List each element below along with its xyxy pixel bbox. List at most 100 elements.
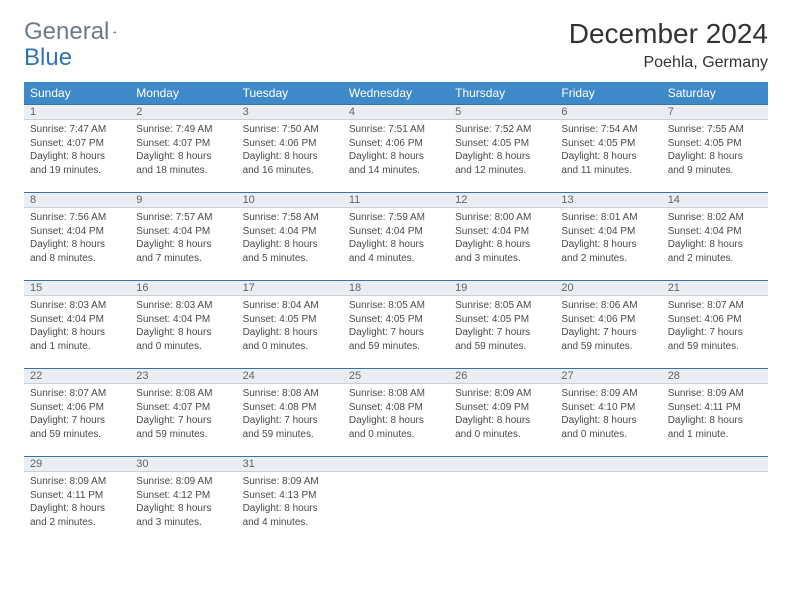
calendar-week-row: 15Sunrise: 8:03 AMSunset: 4:04 PMDayligh… [24, 280, 768, 368]
sunrise-text: Sunrise: 8:01 AM [561, 211, 655, 225]
sunrise-text: Sunrise: 8:07 AM [30, 387, 124, 401]
sunset-text: Sunset: 4:04 PM [455, 225, 549, 239]
daylight-text-1: Daylight: 7 hours [668, 326, 762, 340]
daylight-text-1: Daylight: 8 hours [136, 502, 230, 516]
calendar-cell: 14Sunrise: 8:02 AMSunset: 4:04 PMDayligh… [662, 192, 768, 280]
sunrise-text: Sunrise: 8:08 AM [349, 387, 443, 401]
calendar-cell: 19Sunrise: 8:05 AMSunset: 4:05 PMDayligh… [449, 280, 555, 368]
daylight-text-1: Daylight: 8 hours [30, 238, 124, 252]
calendar-cell: 1Sunrise: 7:47 AMSunset: 4:07 PMDaylight… [24, 104, 130, 192]
day-number: 25 [343, 368, 449, 384]
day-number: 6 [555, 104, 661, 120]
logo-word2: Blue [24, 44, 72, 71]
calendar-cell: 26Sunrise: 8:09 AMSunset: 4:09 PMDayligh… [449, 368, 555, 456]
day-details: Sunrise: 8:05 AMSunset: 4:05 PMDaylight:… [343, 296, 449, 355]
daylight-text-1: Daylight: 8 hours [668, 238, 762, 252]
day-details: Sunrise: 8:08 AMSunset: 4:07 PMDaylight:… [130, 384, 236, 443]
daylight-text-2: and 0 minutes. [243, 340, 337, 354]
sunset-text: Sunset: 4:11 PM [30, 489, 124, 503]
daylight-text-2: and 59 minutes. [136, 428, 230, 442]
day-details: Sunrise: 8:05 AMSunset: 4:05 PMDaylight:… [449, 296, 555, 355]
daylight-text-1: Daylight: 8 hours [136, 150, 230, 164]
day-number: 31 [237, 456, 343, 472]
sunrise-text: Sunrise: 8:07 AM [668, 299, 762, 313]
daylight-text-1: Daylight: 7 hours [136, 414, 230, 428]
daylight-text-1: Daylight: 8 hours [30, 502, 124, 516]
logo-word1: General [24, 18, 109, 46]
calendar-body: 1Sunrise: 7:47 AMSunset: 4:07 PMDaylight… [24, 104, 768, 544]
daylight-text-2: and 16 minutes. [243, 164, 337, 178]
calendar-cell: 29Sunrise: 8:09 AMSunset: 4:11 PMDayligh… [24, 456, 130, 544]
sunset-text: Sunset: 4:05 PM [243, 313, 337, 327]
day-number: 12 [449, 192, 555, 208]
daylight-text-1: Daylight: 7 hours [455, 326, 549, 340]
calendar-cell: 30Sunrise: 8:09 AMSunset: 4:12 PMDayligh… [130, 456, 236, 544]
day-details: Sunrise: 8:03 AMSunset: 4:04 PMDaylight:… [130, 296, 236, 355]
sunrise-text: Sunrise: 8:09 AM [136, 475, 230, 489]
daylight-text-1: Daylight: 8 hours [243, 150, 337, 164]
daylight-text-1: Daylight: 8 hours [243, 326, 337, 340]
weekday-header: Friday [555, 82, 661, 104]
calendar-cell: . [343, 456, 449, 544]
sunrise-text: Sunrise: 7:57 AM [136, 211, 230, 225]
day-details: Sunrise: 8:04 AMSunset: 4:05 PMDaylight:… [237, 296, 343, 355]
day-number: 13 [555, 192, 661, 208]
sunset-text: Sunset: 4:04 PM [561, 225, 655, 239]
daylight-text-1: Daylight: 8 hours [136, 238, 230, 252]
daylight-text-2: and 12 minutes. [455, 164, 549, 178]
page-title: December 2024 [569, 18, 768, 50]
day-details: Sunrise: 7:56 AMSunset: 4:04 PMDaylight:… [24, 208, 130, 267]
location: Poehla, Germany [569, 54, 768, 72]
calendar-cell: 12Sunrise: 8:00 AMSunset: 4:04 PMDayligh… [449, 192, 555, 280]
sunset-text: Sunset: 4:09 PM [455, 401, 549, 415]
calendar-week-row: 22Sunrise: 8:07 AMSunset: 4:06 PMDayligh… [24, 368, 768, 456]
logo: General [24, 18, 137, 46]
sunset-text: Sunset: 4:07 PM [136, 137, 230, 151]
sunrise-text: Sunrise: 8:03 AM [136, 299, 230, 313]
sunset-text: Sunset: 4:04 PM [30, 313, 124, 327]
daylight-text-2: and 0 minutes. [455, 428, 549, 442]
day-details: Sunrise: 7:58 AMSunset: 4:04 PMDaylight:… [237, 208, 343, 267]
daylight-text-2: and 0 minutes. [136, 340, 230, 354]
day-details: Sunrise: 7:52 AMSunset: 4:05 PMDaylight:… [449, 120, 555, 179]
sunrise-text: Sunrise: 7:59 AM [349, 211, 443, 225]
sunrise-text: Sunrise: 8:09 AM [243, 475, 337, 489]
daylight-text-2: and 14 minutes. [349, 164, 443, 178]
calendar-cell: 6Sunrise: 7:54 AMSunset: 4:05 PMDaylight… [555, 104, 661, 192]
sunrise-text: Sunrise: 7:51 AM [349, 123, 443, 137]
daylight-text-1: Daylight: 8 hours [455, 150, 549, 164]
day-number: . [343, 456, 449, 472]
daylight-text-1: Daylight: 7 hours [30, 414, 124, 428]
sunset-text: Sunset: 4:04 PM [349, 225, 443, 239]
calendar-cell: 5Sunrise: 7:52 AMSunset: 4:05 PMDaylight… [449, 104, 555, 192]
day-details: Sunrise: 8:09 AMSunset: 4:09 PMDaylight:… [449, 384, 555, 443]
daylight-text-2: and 9 minutes. [668, 164, 762, 178]
sunrise-text: Sunrise: 7:54 AM [561, 123, 655, 137]
calendar-cell: 2Sunrise: 7:49 AMSunset: 4:07 PMDaylight… [130, 104, 236, 192]
day-number: 27 [555, 368, 661, 384]
sunset-text: Sunset: 4:07 PM [136, 401, 230, 415]
day-details: Sunrise: 7:51 AMSunset: 4:06 PMDaylight:… [343, 120, 449, 179]
day-number: 10 [237, 192, 343, 208]
daylight-text-1: Daylight: 8 hours [455, 414, 549, 428]
sunset-text: Sunset: 4:12 PM [136, 489, 230, 503]
calendar-cell: 31Sunrise: 8:09 AMSunset: 4:13 PMDayligh… [237, 456, 343, 544]
daylight-text-1: Daylight: 8 hours [561, 150, 655, 164]
day-details: Sunrise: 8:09 AMSunset: 4:13 PMDaylight:… [237, 472, 343, 531]
daylight-text-2: and 59 minutes. [349, 340, 443, 354]
calendar-cell: . [662, 456, 768, 544]
day-number: 15 [24, 280, 130, 296]
day-number: 26 [449, 368, 555, 384]
day-details: Sunrise: 7:55 AMSunset: 4:05 PMDaylight:… [662, 120, 768, 179]
sunrise-text: Sunrise: 7:52 AM [455, 123, 549, 137]
daylight-text-1: Daylight: 8 hours [136, 326, 230, 340]
day-details: Sunrise: 8:09 AMSunset: 4:11 PMDaylight:… [24, 472, 130, 531]
day-number: 16 [130, 280, 236, 296]
calendar-cell: . [449, 456, 555, 544]
daylight-text-1: Daylight: 7 hours [561, 326, 655, 340]
sunset-text: Sunset: 4:05 PM [668, 137, 762, 151]
sunset-text: Sunset: 4:06 PM [668, 313, 762, 327]
calendar-cell: 15Sunrise: 8:03 AMSunset: 4:04 PMDayligh… [24, 280, 130, 368]
daylight-text-1: Daylight: 8 hours [349, 414, 443, 428]
sail-icon [113, 25, 117, 39]
